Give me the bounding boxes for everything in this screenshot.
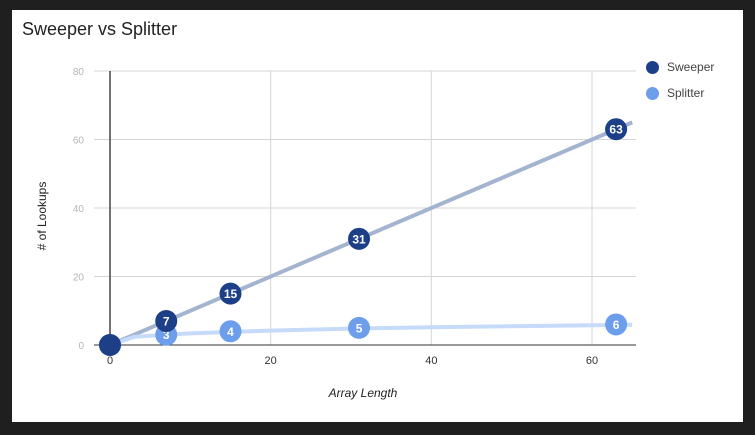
point-splitter-2[interactable]: [219, 320, 242, 343]
legend-swatch-splitter: [646, 86, 659, 100]
legend-label-splitter: Splitter: [667, 86, 705, 100]
chart-legend: Sweeper Splitter: [646, 54, 714, 106]
y-tick-label-80: 80: [73, 67, 85, 78]
point-label-splitter-1: 3: [163, 328, 170, 342]
x-axis-label: Array Length: [328, 386, 398, 400]
legend-swatch-sweeper: [646, 60, 659, 74]
data-points: 3 4 5 6 7 15 31 63: [99, 118, 628, 356]
x-tick-label-40: 40: [425, 355, 437, 367]
point-splitter-4[interactable]: [605, 313, 628, 336]
legend-item-sweeper[interactable]: Sweeper: [646, 54, 714, 80]
point-sweeper-4[interactable]: [605, 118, 628, 141]
point-sweeper-3[interactable]: [348, 227, 371, 250]
legend-label-sweeper: Sweeper: [667, 60, 715, 74]
trendline-sweeper: [109, 120, 633, 347]
y-tick-label-20: 20: [73, 273, 85, 284]
point-splitter-3[interactable]: [348, 316, 371, 339]
x-tick-label-0: 0: [107, 355, 113, 367]
x-tick-label-60: 60: [586, 355, 598, 367]
y-axis-label: # of Lookups: [35, 182, 49, 251]
point-label-sweeper-4: 63: [609, 123, 623, 137]
point-label-splitter-3: 5: [356, 321, 363, 335]
legend-item-splitter[interactable]: Splitter: [646, 80, 714, 106]
point-label-sweeper-1: 7: [163, 315, 170, 329]
point-label-sweeper-2: 15: [224, 287, 238, 301]
point-sweeper-1[interactable]: [155, 310, 178, 333]
point-label-sweeper-3: 31: [352, 232, 366, 246]
chart-title: Sweeper vs Splitter: [22, 19, 178, 39]
axes: 0 20 40 60 80 0 20 40 60: [73, 67, 636, 367]
y-tick-label-60: 60: [73, 136, 85, 147]
grid-lines: [94, 70, 636, 345]
y-tick-label-40: 40: [73, 204, 85, 215]
y-tick-label-0: 0: [78, 341, 84, 352]
point-label-splitter-4: 6: [613, 318, 620, 332]
point-label-splitter-2: 4: [227, 325, 234, 339]
trendlines: [109, 120, 633, 347]
point-sweeper-2[interactable]: [219, 282, 242, 305]
trendline-splitter: [109, 322, 633, 347]
point-sweeper-0[interactable]: [99, 334, 121, 356]
chart-frame: [12, 10, 743, 422]
x-tick-label-20: 20: [265, 355, 277, 367]
